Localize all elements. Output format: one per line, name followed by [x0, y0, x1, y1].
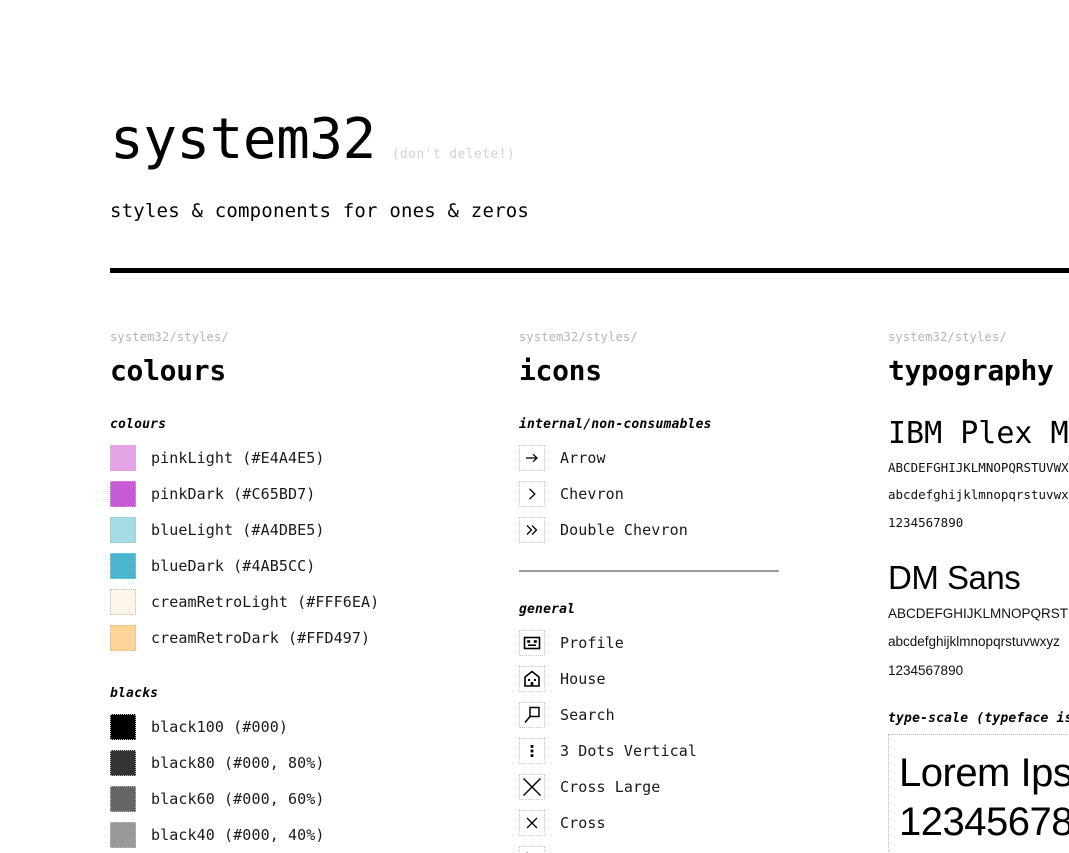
font-name-mono: IBM Plex Mono	[888, 415, 1069, 451]
type-scale-box: Lorem Ipsum 1234567890	[888, 733, 1069, 853]
specimen-mono-uppercase: ABCDEFGHIJKLMNOPQRSTUVWXYZ	[888, 459, 1069, 475]
colour-row[interactable]: black60 (#000, 60%)	[110, 781, 510, 817]
type-scale-sample-text: Lorem Ipsum	[899, 750, 1069, 795]
group-label-blacks: blacks	[110, 685, 159, 701]
heading-icons: icons	[519, 354, 602, 387]
heading-colours: colours	[110, 354, 226, 387]
group-label-internal: internal/non-consumables	[519, 416, 712, 432]
colour-row[interactable]: creamRetroLight (#FFF6EA)	[110, 584, 510, 620]
colour-swatch	[110, 516, 136, 543]
specimen-sans-uppercase: ABCDEFGHIJKLMNOPQRSTUVWXYZ	[888, 606, 1069, 622]
column-colours: system32/styles/ colours colours pinkLig…	[110, 330, 510, 853]
search-icon	[519, 701, 545, 728]
columns-container: system32/styles/ colours colours pinkLig…	[0, 330, 1069, 853]
chevron-icon	[519, 480, 545, 507]
column-icons: system32/styles/ icons internal/non-cons…	[519, 330, 879, 853]
specimen-sans-lowercase: abcdefghijklmnopqrstuvwxyz	[888, 634, 1060, 650]
icon-label: 3 Dots Vertical	[560, 741, 697, 760]
page-header: system32 (don't delete!) styles & compon…	[110, 112, 1069, 223]
icon-label: Chevron	[560, 484, 624, 503]
cross-icon	[519, 809, 545, 836]
icon-label: Cross	[560, 813, 606, 832]
group-label-general: general	[519, 601, 576, 617]
icon-label: Double Chevron	[560, 520, 688, 539]
colour-label: pinkDark (#C65BD7)	[151, 484, 316, 503]
breadcrumb-typography: system32/styles/	[888, 330, 1007, 344]
icon-row[interactable]: Chevron	[519, 476, 879, 512]
breadcrumb-icons: system32/styles/	[519, 330, 638, 344]
colour-label: blueDark (#4AB5CC)	[151, 556, 316, 575]
icon-row[interactable]: House	[519, 661, 879, 697]
icon-label: Arrow	[560, 448, 606, 467]
icon-row[interactable]: Double Chevron	[519, 512, 879, 548]
icon-row[interactable]: Search	[519, 697, 879, 733]
icon-row[interactable]: Cross	[519, 805, 879, 841]
colour-swatch	[110, 552, 136, 579]
colour-label: blueLight (#A4DBE5)	[151, 520, 325, 539]
icons-group-divider	[519, 569, 779, 572]
icon-label: Cross Large	[560, 777, 661, 796]
icon-row[interactable]: Star	[519, 841, 879, 853]
colour-row[interactable]: blueDark (#4AB5CC)	[110, 548, 510, 584]
colour-row[interactable]: black100 (#000)	[110, 709, 510, 745]
profile-icon	[519, 629, 545, 656]
colour-row[interactable]: blueLight (#A4DBE5)	[110, 512, 510, 548]
icon-row[interactable]: Profile	[519, 625, 879, 661]
page-subtitle: styles & components for ones & zeros	[110, 200, 530, 222]
colour-label: black40 (#000, 40%)	[151, 825, 325, 844]
colour-label: pinkLight (#E4A4E5)	[151, 448, 325, 467]
colour-row[interactable]: black80 (#000, 80%)	[110, 745, 510, 781]
heading-typography: typography	[888, 354, 1054, 387]
colour-swatch	[110, 444, 136, 471]
specimen-mono-numerals: 1234567890	[888, 514, 964, 530]
colour-row[interactable]: pinkLight (#E4A4E5)	[110, 440, 510, 476]
specimen-sans-numerals: 1234567890	[888, 662, 964, 678]
font-name-sans: DM Sans	[888, 558, 1021, 596]
house-icon	[519, 665, 545, 692]
arrow-icon	[519, 444, 545, 471]
specimen-mono-lowercase: abcdefghijklmnopqrstuvwxyz	[888, 487, 1069, 503]
icon-row[interactable]: Arrow	[519, 440, 879, 476]
colour-label: creamRetroDark (#FFD497)	[151, 628, 371, 647]
colour-swatch	[110, 785, 136, 812]
type-scale-sample-numerals: 1234567890	[899, 799, 1069, 844]
colour-label: black60 (#000, 60%)	[151, 789, 325, 808]
group-label-colours: colours	[110, 416, 167, 432]
type-scale-label: type-scale (typeface is DM Sans)	[888, 710, 1069, 726]
colour-label: black80 (#000, 80%)	[151, 753, 325, 772]
column-typography: system32/styles/ typography IBM Plex Mon…	[888, 330, 1069, 853]
colour-label: creamRetroLight (#FFF6EA)	[151, 592, 380, 611]
icon-row[interactable]: 3 Dots Vertical	[519, 733, 879, 769]
page-title: system32	[110, 107, 376, 172]
three-dots-vertical-icon	[519, 737, 545, 764]
colour-swatch	[110, 480, 136, 507]
colour-label: black100 (#000)	[151, 717, 288, 736]
cross-large-icon	[519, 773, 545, 800]
colour-row[interactable]: black40 (#000, 40%)	[110, 817, 510, 853]
icon-label: House	[560, 669, 606, 688]
colour-swatch	[110, 821, 136, 848]
colour-swatch	[110, 749, 136, 776]
colour-swatch	[110, 588, 136, 615]
header-rule	[110, 268, 1069, 273]
colour-swatch	[110, 624, 136, 651]
star-icon	[519, 845, 545, 853]
title-row: system32 (don't delete!)	[110, 112, 1069, 168]
icon-row[interactable]: Cross Large	[519, 769, 879, 805]
double-chevron-icon	[519, 516, 545, 543]
colour-row[interactable]: creamRetroDark (#FFD497)	[110, 620, 510, 656]
icon-label: Profile	[560, 633, 624, 652]
colour-row[interactable]: pinkDark (#C65BD7)	[110, 476, 510, 512]
title-note: (don't delete!)	[391, 147, 516, 162]
icon-label: Star	[560, 850, 597, 853]
colour-swatch	[110, 713, 136, 740]
breadcrumb-colours: system32/styles/	[110, 330, 229, 344]
icon-label: Search	[560, 705, 615, 724]
